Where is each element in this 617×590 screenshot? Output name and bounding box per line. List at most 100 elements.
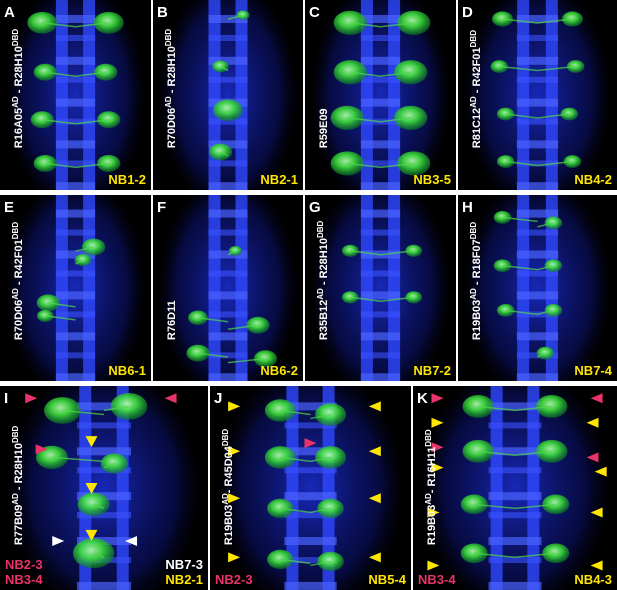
genotype-part: R77B09 xyxy=(13,505,25,545)
commissure xyxy=(55,118,96,125)
genotype-part: R19B03 xyxy=(223,505,235,545)
commissure xyxy=(55,140,96,149)
axon xyxy=(474,552,516,559)
genotype-sup: DBD xyxy=(221,429,230,447)
commissure xyxy=(360,15,401,23)
arrowhead xyxy=(25,393,38,404)
neuron-cluster xyxy=(405,291,423,304)
neuron-cluster xyxy=(44,397,81,424)
arrowhead xyxy=(368,552,381,563)
panel-letter: K xyxy=(417,390,428,407)
genotype: R35B12AD - R28H10DBD xyxy=(316,220,331,340)
panel: D R81C12AD - R42F01DBD NB4-2 xyxy=(458,0,617,190)
panel-letter: E xyxy=(4,199,14,216)
commissure xyxy=(208,291,248,300)
commissure xyxy=(360,98,401,107)
genotype-part: R19B03 xyxy=(426,505,438,545)
commissure xyxy=(360,35,401,41)
commissure xyxy=(55,160,96,167)
axon xyxy=(380,22,414,28)
axon xyxy=(42,118,76,125)
commissure xyxy=(516,15,559,23)
genotype-sup: AD xyxy=(424,493,433,505)
axon xyxy=(103,462,115,469)
axon xyxy=(537,65,576,72)
commissure xyxy=(516,98,559,107)
commissure xyxy=(488,537,542,546)
axon xyxy=(227,250,236,256)
axon xyxy=(48,302,76,308)
axon xyxy=(350,71,381,77)
neuron-cluster xyxy=(36,309,54,322)
arrowhead xyxy=(125,536,138,547)
commissure xyxy=(55,229,96,236)
commissure xyxy=(208,352,248,359)
axon xyxy=(505,160,538,167)
axon xyxy=(280,558,311,565)
genotype: R77B09AD - R28H10DBD xyxy=(11,426,26,546)
commissure xyxy=(55,15,96,23)
axon xyxy=(478,405,516,412)
arrowhead xyxy=(431,393,444,404)
commissure xyxy=(488,447,542,456)
commissure xyxy=(360,291,401,300)
tissue xyxy=(465,0,610,190)
panel: K R19B03AD- R16H11DBD NB3-4 NB4-3 xyxy=(413,386,617,590)
tissue xyxy=(423,386,607,590)
genotype-part: R70D06 xyxy=(166,108,178,148)
axon xyxy=(499,65,538,72)
genotype-part: - R18F07 xyxy=(471,239,483,288)
axon xyxy=(103,405,130,412)
axon xyxy=(280,456,311,463)
genotype-sup: AD xyxy=(11,493,20,505)
commissure xyxy=(516,182,559,190)
genotype-part: R70D06 xyxy=(13,300,25,340)
commissure xyxy=(76,467,132,474)
commissure xyxy=(284,492,337,501)
commissure xyxy=(76,422,132,429)
arrowhead xyxy=(228,552,241,563)
neuron-cluster xyxy=(100,453,129,474)
axon xyxy=(537,309,554,316)
axon xyxy=(478,450,516,457)
neuron-cluster xyxy=(330,151,364,176)
arrowhead xyxy=(228,401,241,412)
axon xyxy=(75,162,109,169)
neuron-cluster xyxy=(536,439,568,463)
genotype-part: - R16H11 xyxy=(426,447,438,493)
axon xyxy=(350,22,381,28)
commissure xyxy=(284,447,337,456)
axon xyxy=(310,413,331,420)
panel-letter: J xyxy=(214,390,222,407)
commissure xyxy=(488,467,542,474)
genotype-sup: AD xyxy=(11,96,20,108)
neuron-cluster xyxy=(536,394,568,418)
tissue xyxy=(465,195,610,381)
axon xyxy=(75,259,84,265)
commissure xyxy=(516,311,559,318)
genotype-sup: DBD xyxy=(11,426,20,444)
commissure xyxy=(516,140,559,149)
cell-label: NB4-2 xyxy=(574,172,612,187)
tissue xyxy=(7,0,144,190)
commissure xyxy=(55,311,96,318)
axon xyxy=(514,405,552,412)
commissure xyxy=(208,182,248,190)
commissure xyxy=(55,250,96,259)
neuron-cluster xyxy=(462,394,494,418)
panel: H R19B03AD - R18F07DBD NB7-4 xyxy=(458,195,617,381)
commissure xyxy=(55,270,96,277)
axon xyxy=(42,22,76,28)
genotype-part: R59E09 xyxy=(318,108,330,148)
arrowhead xyxy=(590,507,603,518)
arrowhead xyxy=(228,493,241,504)
axon xyxy=(350,250,381,256)
panel: C R59E09 NB3-5 xyxy=(305,0,456,190)
axon xyxy=(537,113,570,119)
genotype-sup: AD xyxy=(469,96,478,108)
axon xyxy=(227,357,266,364)
commissure xyxy=(284,557,337,564)
commissure xyxy=(488,581,542,590)
commissure xyxy=(208,311,248,318)
genotype: R76D11 xyxy=(166,300,178,340)
